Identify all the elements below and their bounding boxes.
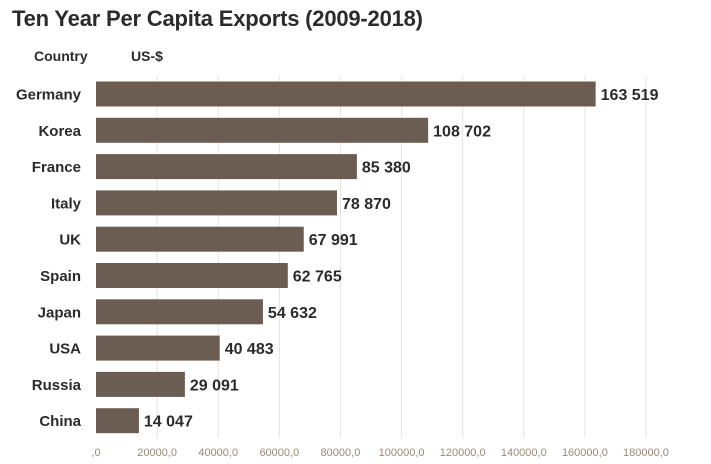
bar-uk [96,226,304,252]
category-label: France [32,159,81,176]
bar-korea [96,117,429,143]
bar-italy [96,190,337,216]
category-labels: Germany Korea France Italy UK Spain Japan USA Ru… [16,87,82,431]
bar-spain [96,263,288,288]
chart-title: Ten Year Per Capita Exports (2009-2018) [12,6,423,31]
value-label: 163 519 [601,87,659,104]
category-label: UK [59,232,81,249]
category-label: Russia [32,377,82,394]
value-column-header: US-$ [131,48,163,64]
value-label: 67 991 [309,232,358,249]
bar-france [96,154,357,180]
x-tick-label: 20000,0 [137,447,177,459]
bar-germany [96,81,596,107]
x-tick-label: ,0 [91,447,100,459]
value-label: 85 380 [362,160,411,177]
category-label: Japan [38,304,81,321]
category-label: Italy [51,195,82,212]
value-label: 54 632 [268,305,317,322]
category-label: Spain [40,268,81,285]
x-tick-label: 140000,0 [501,447,547,459]
value-label: 40 483 [225,341,274,358]
value-label: 14 047 [144,414,193,431]
x-tick-label: 60000,0 [259,447,299,459]
category-label: Germany [16,87,82,104]
value-labels: 163 519 108 702 85 380 78 870 67 991 62 765 54… [144,87,659,431]
x-tick-label: 100000,0 [379,447,425,459]
value-label: 108 702 [433,123,491,140]
value-label: 29 091 [190,377,239,394]
category-label: Korea [38,123,81,140]
value-label: 62 765 [293,269,342,286]
x-axis-ticks: ,0 20000,0 40000,0 60000,0 80000,0 100000,0 12… [91,447,669,459]
bar-usa [96,335,220,361]
bar-china [96,408,139,434]
category-label: USA [49,341,81,358]
value-label: 78 870 [342,196,391,213]
x-tick-label: 160000,0 [562,447,608,459]
category-label: China [39,413,81,430]
bar-russia [96,371,185,397]
x-tick-label: 180000,0 [623,447,669,459]
x-tick-label: 80000,0 [321,447,361,459]
country-column-header: Country [34,48,88,64]
bars [96,81,596,434]
x-tick-label: 40000,0 [198,447,238,459]
bar-japan [96,299,263,325]
x-tick-label: 120000,0 [440,447,486,459]
